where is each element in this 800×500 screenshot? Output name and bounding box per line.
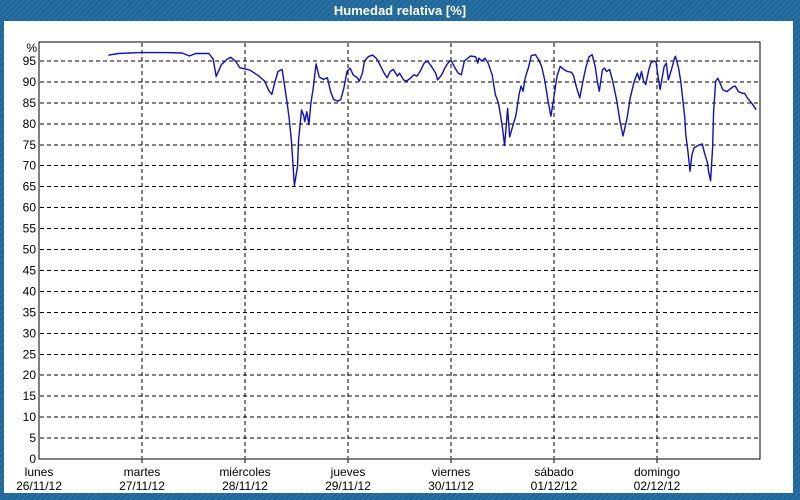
page-title: Humedad relativa [%] [333,3,467,18]
title-bar: Humedad relativa [%] [0,0,800,21]
y-tick-label: 55 [23,222,37,236]
y-tick-label: 50 [23,243,37,257]
x-day-label: viernes [432,465,471,479]
x-day-label: jueves [330,465,366,479]
x-day-label: sábado [534,465,574,479]
plot-border [38,41,761,460]
x-date-label: 30/11/12 [428,479,474,493]
y-tick-label: 80 [23,117,37,131]
y-tick-label: 75 [23,138,37,152]
x-day-label: domingo [634,465,680,479]
humidity-line [108,51,757,187]
y-tick-label: 10 [23,410,37,424]
x-date-label: 02/12/12 [634,479,681,493]
y-tick-label: 40 [23,284,37,298]
y-tick-label: 45 [23,263,37,277]
y-tick-label: 0 [29,452,36,466]
x-date-label: 27/11/12 [119,479,165,493]
y-tick-label: 95 [23,54,37,68]
y-axis-unit-label: % [26,41,37,55]
y-tick-label: 60 [23,201,37,215]
x-date-label: 26/11/12 [16,479,62,493]
y-tick-label: 65 [23,180,37,194]
y-tick-label: 90 [23,75,37,89]
x-date-label: 28/11/12 [222,479,268,493]
y-tick-label: 70 [23,159,37,173]
x-day-label: martes [124,465,161,479]
y-tick-label: 15 [23,389,37,403]
y-tick-label: 30 [23,326,37,340]
y-tick-label: 5 [29,431,36,445]
x-day-label: lunes [25,465,54,479]
y-tick-label: 35 [23,305,37,319]
x-day-label: miércoles [219,465,270,479]
x-date-label: 01/12/12 [531,479,578,493]
y-tick-label: 25 [23,347,37,361]
chart-area [4,21,793,493]
y-tick-label: 20 [23,368,37,382]
x-date-label: 29/11/12 [325,479,371,493]
y-tick-label: 85 [23,96,37,110]
